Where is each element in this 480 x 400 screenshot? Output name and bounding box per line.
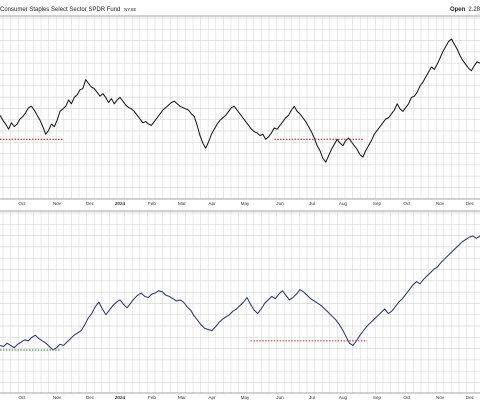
- x-tick-label: Nov: [436, 201, 445, 206]
- x-tick-label: Jun: [276, 395, 284, 400]
- price-panel: Oct Nov Dec 2024 Feb Mar Apr May Jun Jul Aug Sep Oct…: [0, 15, 480, 206]
- price-series-line: [0, 38, 480, 163]
- x-tick-label: Feb: [148, 395, 156, 400]
- x-tick-label: Sep: [373, 395, 382, 400]
- open-value: 2.28: [468, 7, 480, 13]
- x-tick-label: Dec: [466, 395, 475, 400]
- relative-strength-panel: Oct Nov Dec 2024 Feb Mar Apr May Jun Jul Aug Sep Oct…: [0, 210, 480, 400]
- x-tick-label: May: [241, 395, 250, 400]
- x-tick-label: 2024: [115, 395, 126, 400]
- x-tick-label: Oct: [403, 201, 411, 206]
- chart-title: Consumer Staples Select Sector SPDR Fund…: [0, 7, 136, 13]
- x-tick-label: Dec: [86, 395, 95, 400]
- open-label: Open: [449, 7, 466, 13]
- x-tick-label: Jun: [276, 201, 284, 206]
- x-tick-label: Nov: [53, 395, 62, 400]
- x-tick-label: Mar: [178, 395, 186, 400]
- x-tick-label: Oct: [18, 201, 26, 206]
- x-tick-label: Jul: [309, 395, 315, 400]
- x-tick-label: Mar: [178, 201, 186, 206]
- open-price-readout: Open 2.28: [450, 7, 480, 13]
- x-tick-label: Oct: [18, 395, 26, 400]
- x-tick-label: Aug: [339, 395, 348, 400]
- x-tick-label: Apr: [208, 395, 216, 400]
- fund-name: Consumer Staples Select Sector SPDR Fund: [0, 7, 121, 13]
- x-tick-label: Jul: [309, 201, 315, 206]
- exchange-label: NYSE: [124, 7, 137, 12]
- x-tick-label: May: [241, 201, 250, 206]
- x-tick-label: Oct: [403, 395, 411, 400]
- x-tick-label: Sep: [373, 201, 382, 206]
- x-tick-label: Aug: [339, 201, 348, 206]
- relative-series-line: [0, 235, 480, 351]
- x-tick-label: 2024: [115, 201, 126, 206]
- grid-lines: [0, 16, 480, 200]
- x-tick-label: Dec: [466, 201, 475, 206]
- x-tick-label: Nov: [53, 201, 62, 206]
- x-tick-label: Dec: [86, 201, 95, 206]
- grid-lines: [0, 211, 480, 393]
- x-tick-label: Apr: [208, 201, 216, 206]
- x-tick-label: Nov: [436, 395, 445, 400]
- x-tick-label: Feb: [148, 201, 156, 206]
